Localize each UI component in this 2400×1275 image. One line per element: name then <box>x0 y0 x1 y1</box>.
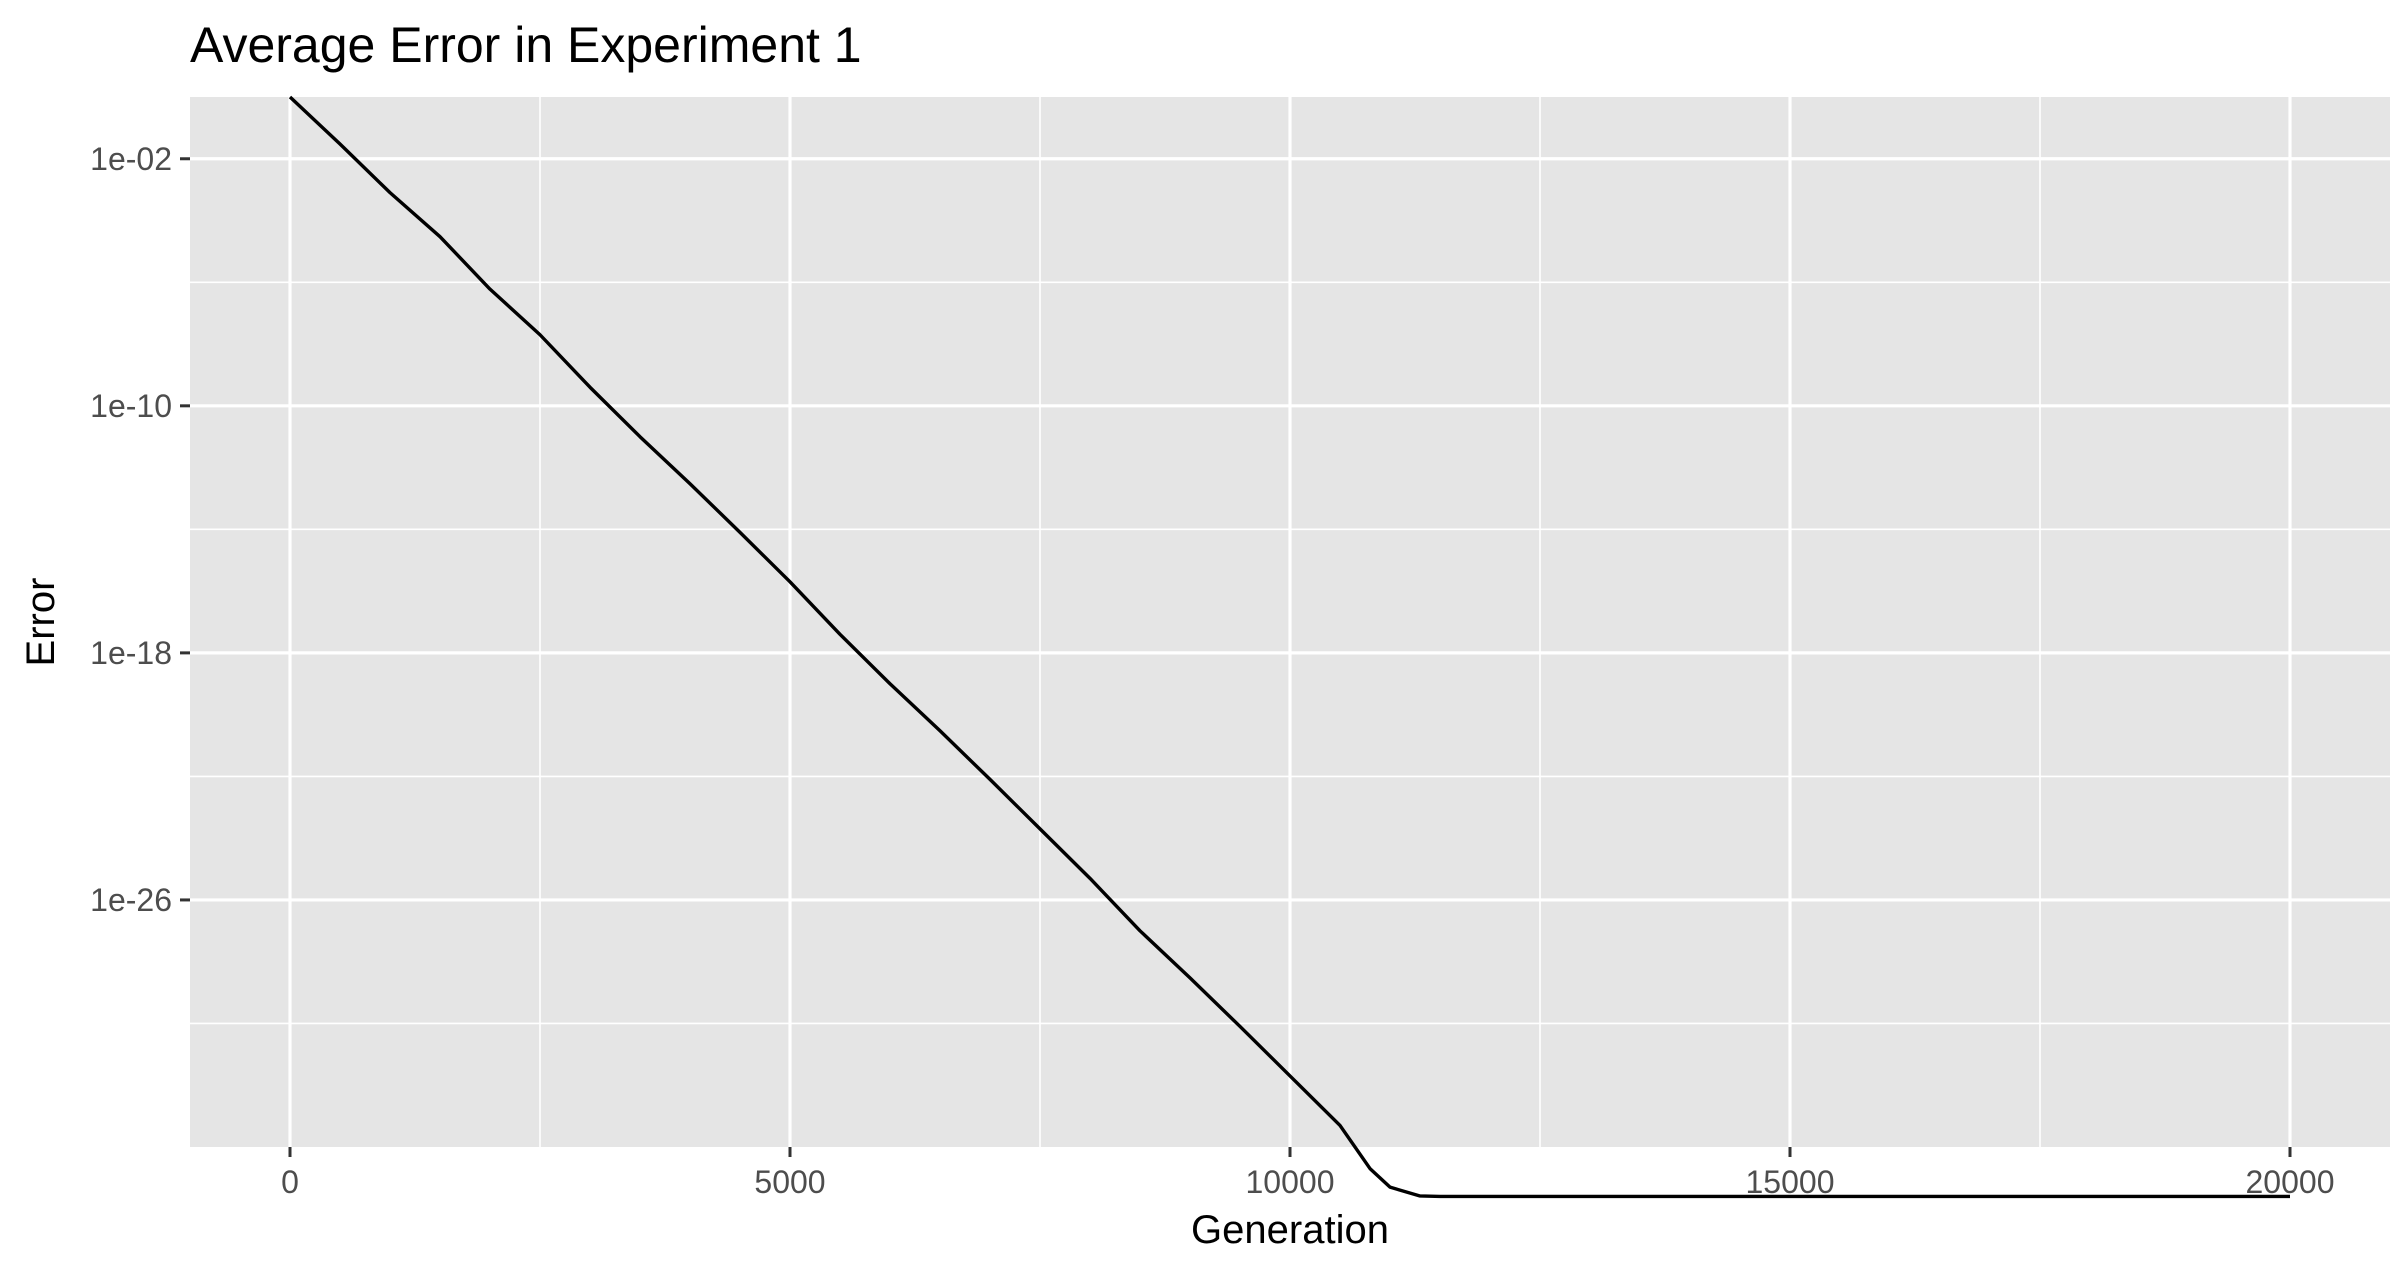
series-line-average-error <box>288 95 2290 1199</box>
y-axis-title: Error <box>19 578 63 667</box>
y-tick-label: 1e-18 <box>90 635 172 671</box>
x-tick-label: 0 <box>281 1164 299 1200</box>
x-tick-label: 20000 <box>2246 1164 2335 1200</box>
y-tick-label: 1e-10 <box>90 388 172 424</box>
x-axis-title: Generation <box>1191 1208 1389 1252</box>
y-tick-label: 1e-26 <box>90 882 172 918</box>
x-tick-label: 10000 <box>1246 1164 1335 1200</box>
chart-title: Average Error in Experiment 1 <box>190 17 862 73</box>
x-tick-label: 5000 <box>754 1164 825 1200</box>
y-tick-label: 1e-02 <box>90 141 172 177</box>
axes: 0 5000 10000 15000 20000 1e-26 1e-18 1e-10 1e-02 <box>90 141 2334 1200</box>
gridlines <box>190 97 2390 1147</box>
x-tick-label: 15000 <box>1746 1164 1835 1200</box>
